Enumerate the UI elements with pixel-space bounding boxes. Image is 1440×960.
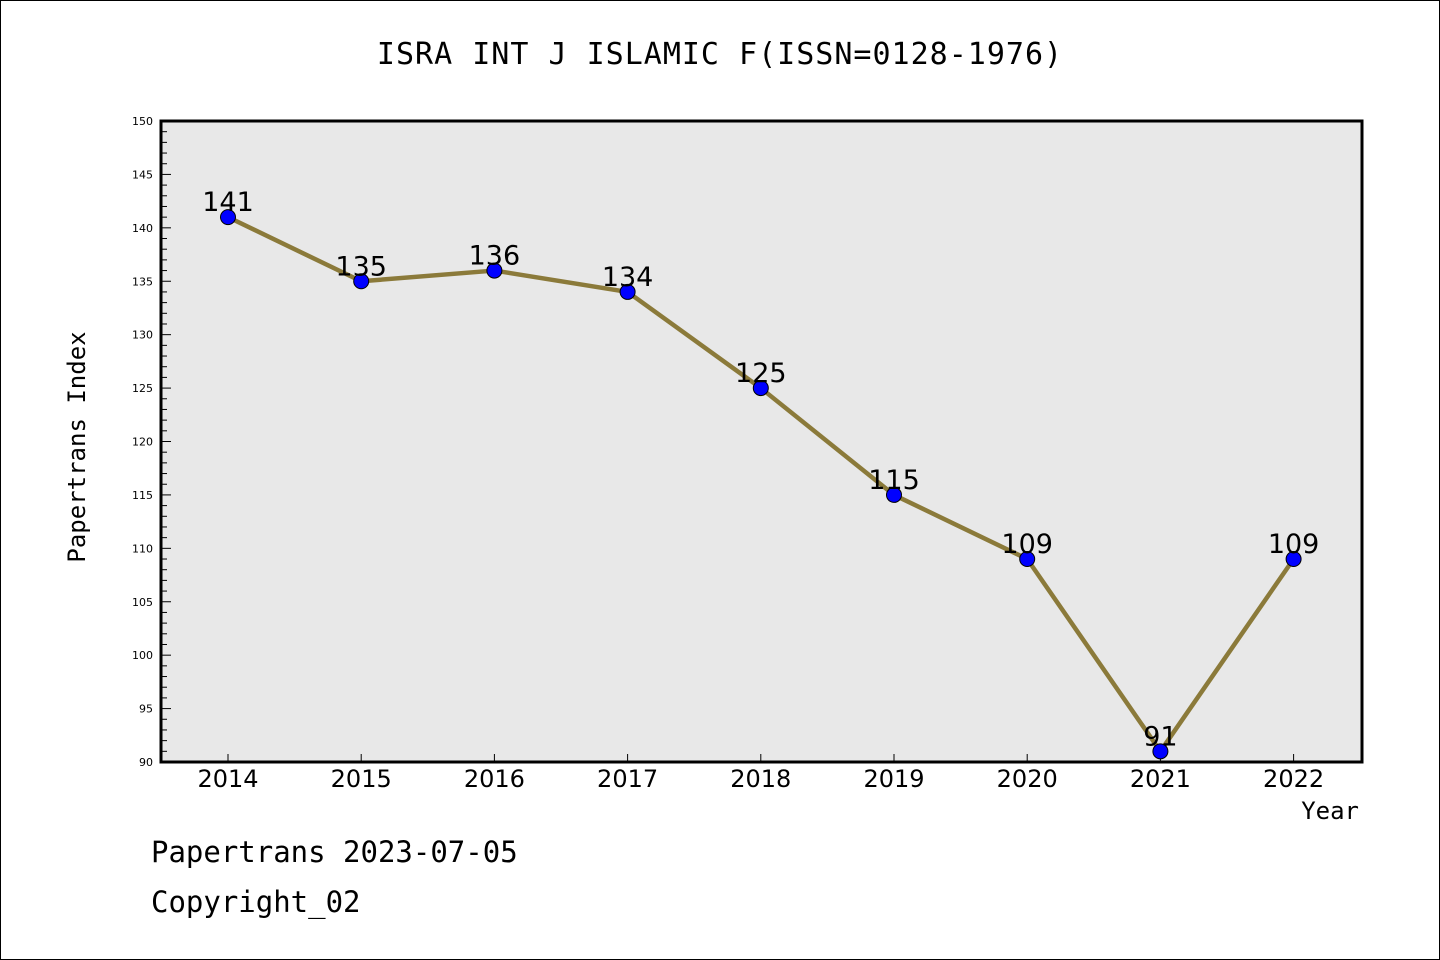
data-point xyxy=(619,283,636,300)
data-point xyxy=(886,486,902,503)
data-label: 141 xyxy=(202,187,254,218)
data-label: 115 xyxy=(868,465,920,496)
y-tick-label: 135 xyxy=(132,275,153,288)
y-tick-label: 110 xyxy=(132,542,153,555)
data-point xyxy=(220,209,236,226)
x-tick-label: 2016 xyxy=(464,765,525,793)
x-axis-ticks: 2014 2015 2016 2017 2018 2019 2020 2021 2022 xyxy=(197,754,1324,793)
data-point xyxy=(353,273,370,290)
x-tick-label: 2020 xyxy=(997,765,1058,793)
data-point xyxy=(1152,743,1169,760)
y-tick-label: 120 xyxy=(132,436,153,449)
data-label: 134 xyxy=(602,262,654,293)
data-label: 91 xyxy=(1143,721,1177,752)
y-tick-label: 130 xyxy=(132,329,153,342)
x-tick-label: 2014 xyxy=(197,765,258,793)
data-point xyxy=(752,380,769,397)
x-tick-label: 2018 xyxy=(730,765,791,793)
data-point xyxy=(1019,551,1036,568)
y-tick-label: 100 xyxy=(132,649,153,662)
data-label: 125 xyxy=(735,358,787,389)
y-axis-ticks: 90 95 100 105 110 115 120 125 130 135 140 145 150 xyxy=(132,115,171,769)
y-tick-label: 90 xyxy=(139,756,153,769)
data-label: 109 xyxy=(1268,529,1320,560)
data-point xyxy=(486,262,503,279)
x-tick-label: 2019 xyxy=(863,765,924,793)
y-tick-label: 105 xyxy=(132,596,153,609)
footer-copyright: Copyright_02 xyxy=(151,885,361,919)
y-tick-label: 95 xyxy=(139,703,153,716)
x-tick-label: 2022 xyxy=(1263,765,1324,793)
data-label: 135 xyxy=(335,251,387,282)
data-points xyxy=(220,209,1302,760)
x-tick-label: 2021 xyxy=(1130,765,1191,793)
y-tick-label: 115 xyxy=(132,489,153,502)
footer-date: Papertrans 2023-07-05 xyxy=(151,835,518,869)
plot-area xyxy=(161,121,1362,762)
data-labels: 141 135 136 134 125 115 109 91 109 xyxy=(202,187,1319,752)
y-tick-label: 140 xyxy=(132,222,153,235)
chart-title: ISRA INT J ISLAMIC F(ISSN=0128-1976) xyxy=(376,37,1064,72)
x-tick-label: 2017 xyxy=(597,765,658,793)
y-tick-label: 150 xyxy=(132,115,153,128)
data-point xyxy=(1285,551,1302,568)
y-tick-label: 145 xyxy=(132,168,153,181)
plot-frame xyxy=(159,119,1364,764)
data-label: 109 xyxy=(1001,529,1053,560)
data-label: 136 xyxy=(469,241,521,272)
x-tick-label: 2015 xyxy=(331,765,392,793)
x-axis-label: Year xyxy=(1301,797,1359,825)
y-tick-label: 125 xyxy=(132,382,153,395)
